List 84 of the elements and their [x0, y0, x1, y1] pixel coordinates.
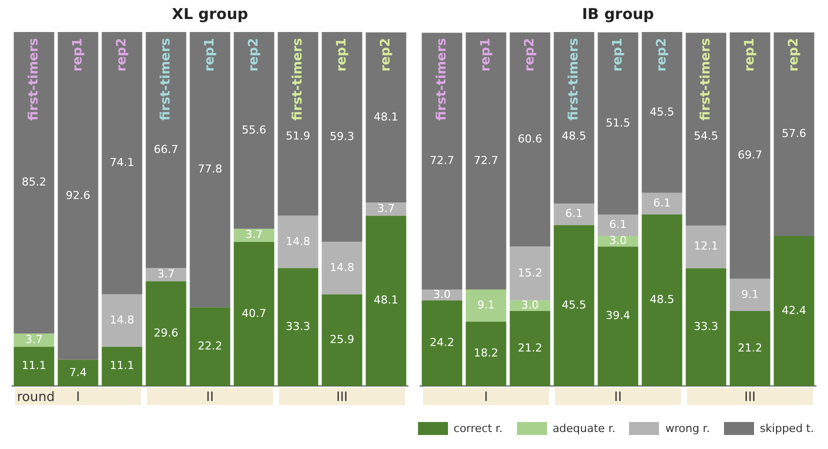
data-label: 57.6 — [782, 127, 806, 140]
data-label: 60.6 — [518, 132, 542, 146]
data-label: 3.0 — [433, 288, 451, 301]
x-tick-label: first-timers — [434, 38, 450, 121]
data-label: 3.7 — [25, 333, 43, 346]
data-label: 9.1 — [477, 298, 495, 312]
legend-label: correct r. — [454, 422, 503, 435]
data-label: 72.7 — [430, 154, 454, 168]
data-label: 72.7 — [474, 154, 498, 167]
data-label: 14.8 — [110, 313, 134, 326]
data-label: 33.3 — [286, 320, 310, 333]
data-label: 21.2 — [518, 341, 542, 354]
data-label: 6.1 — [609, 218, 627, 232]
text: round — [17, 390, 55, 405]
chart-title: XL group — [172, 4, 248, 23]
data-label: 66.7 — [154, 142, 178, 156]
text: II — [206, 390, 214, 405]
chart-title: IB group — [582, 4, 654, 23]
data-label: 14.8 — [286, 234, 310, 248]
data-label: 12.1 — [694, 240, 718, 253]
data-label: 24.2 — [430, 336, 454, 350]
data-label: 51.5 — [606, 116, 630, 130]
x-tick-label: first-timers — [26, 38, 42, 121]
text: III — [744, 390, 756, 405]
data-label: 45.5 — [650, 105, 674, 118]
data-label: 11.1 — [22, 359, 46, 372]
data-label: 6.1 — [565, 207, 583, 220]
x-tick-label: rep2 — [786, 38, 802, 72]
x-tick-label: rep1 — [742, 38, 758, 72]
legend-label: adequate r. — [552, 422, 616, 435]
data-label: 51.9 — [286, 129, 310, 142]
x-tick-label: first-timers — [158, 38, 174, 121]
data-label: 29.6 — [154, 326, 178, 340]
data-label: 39.4 — [606, 309, 630, 322]
text: III — [336, 390, 348, 405]
data-label: 54.5 — [694, 129, 718, 142]
x-tick-label: first-timers — [698, 38, 714, 121]
data-label: 42.4 — [782, 304, 806, 317]
data-label: 15.2 — [518, 266, 542, 280]
x-tick-label: first-timers — [566, 38, 582, 121]
x-tick-label: rep1 — [202, 38, 218, 72]
data-label: 55.6 — [242, 123, 266, 136]
text: I — [76, 390, 80, 405]
data-label: 3.7 — [157, 268, 175, 281]
data-label: 14.8 — [330, 260, 354, 274]
x-tick-label: rep2 — [114, 38, 130, 72]
data-label: 40.7 — [242, 306, 266, 320]
data-label: 48.5 — [650, 293, 674, 306]
data-label: 3.0 — [521, 298, 539, 312]
data-label: 48.5 — [562, 129, 586, 142]
data-label: 22.2 — [198, 340, 222, 353]
data-label: 74.1 — [110, 156, 134, 170]
data-label: 48.1 — [374, 110, 398, 124]
data-label: 9.1 — [741, 288, 759, 301]
x-tick-label: rep2 — [654, 38, 670, 72]
data-label: 45.5 — [562, 298, 586, 312]
data-label: 7.4 — [69, 366, 87, 379]
data-label: 18.2 — [474, 346, 498, 360]
data-label: 59.3 — [330, 130, 354, 143]
x-tick-label: first-timers — [290, 38, 306, 121]
legend-label: wrong r. — [665, 422, 710, 435]
data-label: 69.7 — [738, 148, 762, 162]
data-label: 33.3 — [694, 320, 718, 333]
data-label: 3.0 — [609, 234, 627, 248]
data-label: 77.8 — [198, 162, 222, 176]
legend-label: skipped t. — [760, 422, 814, 435]
text: II — [614, 390, 622, 405]
x-tick-label: rep2 — [522, 38, 538, 72]
x-tick-label: rep1 — [334, 38, 350, 72]
x-tick-label: rep1 — [610, 38, 626, 72]
data-label: 92.6 — [66, 188, 90, 202]
data-label: 6.1 — [653, 196, 671, 210]
data-label: 85.2 — [22, 176, 46, 189]
data-label: 21.2 — [738, 341, 762, 354]
data-label: 25.9 — [330, 333, 354, 346]
data-label: 11.1 — [110, 359, 134, 372]
data-label: 3.7 — [377, 202, 395, 216]
x-tick-label: rep1 — [70, 38, 86, 72]
x-tick-label: rep2 — [246, 38, 262, 72]
data-label: 3.7 — [245, 228, 263, 242]
data-label: 48.1 — [374, 294, 398, 307]
text: I — [484, 390, 488, 405]
x-tick-label: rep1 — [478, 38, 494, 72]
x-tick-label: rep2 — [378, 38, 394, 72]
